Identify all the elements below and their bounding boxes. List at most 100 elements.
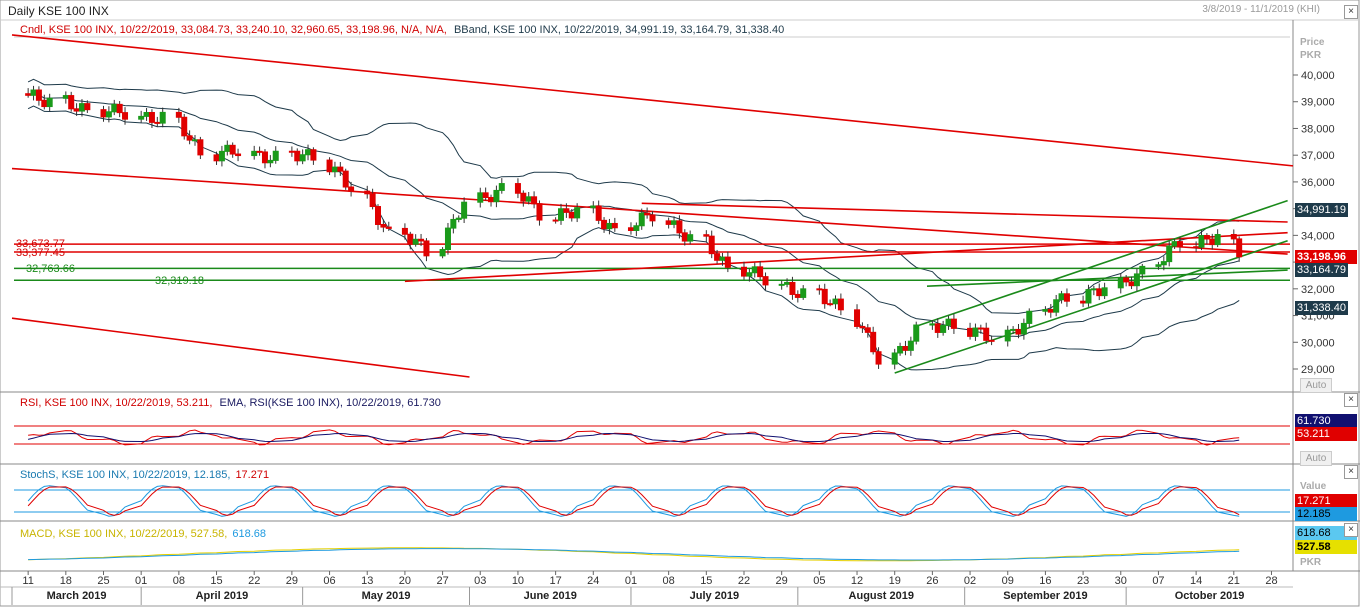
bollinger-bands (27, 78, 1240, 371)
x-tick-label: 08 (173, 575, 185, 587)
candle-body (520, 192, 527, 202)
candle-body (800, 288, 807, 298)
close-icon[interactable]: × (1344, 5, 1358, 19)
x-tick-label: 30 (1115, 575, 1127, 587)
x-tick-label: 26 (926, 575, 938, 587)
candle-body (757, 266, 764, 278)
candle-body (891, 352, 898, 365)
x-tick-label: 13 (361, 575, 373, 587)
x-tick-label: 21 (1228, 575, 1240, 587)
macd-close-icon[interactable]: × (1344, 523, 1358, 537)
candle-body (186, 135, 193, 141)
candle-body (25, 93, 32, 96)
month-label: March 2019 (47, 590, 107, 602)
level-label-4: 32,319.18 (155, 275, 204, 287)
bb-mid-tag: 33,164.79 (1295, 263, 1348, 277)
candle-body (719, 256, 726, 261)
candle-body (380, 223, 387, 228)
rsi-tag: 53.211 (1295, 427, 1357, 441)
candle-body (751, 266, 758, 274)
trendlines (11, 34, 1294, 378)
candle-legend: Cndl, KSE 100 INX, 10/22/2019, 33,084.73… (20, 24, 447, 36)
candle-body (498, 183, 505, 191)
candle-body (305, 149, 312, 156)
candle-body (62, 95, 69, 99)
month-label: September 2019 (1003, 590, 1087, 602)
candle-body (552, 219, 559, 222)
candle-body (595, 205, 602, 221)
candle-body (407, 233, 414, 245)
candle-body (111, 103, 118, 113)
bband-lower (27, 105, 1240, 371)
rsi-close-icon[interactable]: × (1344, 393, 1358, 407)
stoch-unit-label: Value (1300, 481, 1327, 492)
candle-body (1026, 310, 1033, 324)
candle-body (574, 207, 581, 219)
candle-body (907, 340, 914, 351)
rsi-ema (27, 432, 1240, 443)
candle-body (310, 149, 317, 161)
candle-body (1139, 265, 1146, 275)
candle-body (611, 222, 618, 229)
candle-body (945, 318, 952, 326)
x-tick-label: 10 (512, 575, 524, 587)
candle-body (794, 293, 801, 298)
candle-body (902, 345, 909, 351)
x-tick-label: 15 (210, 575, 222, 587)
candle-body (294, 150, 301, 162)
candle-body (326, 159, 333, 173)
candle-body (251, 150, 258, 157)
y-tick-label: 40,000 (1301, 70, 1335, 82)
macd-unit-label: PKR (1300, 557, 1322, 568)
x-tick-label: 01 (135, 575, 147, 587)
candle-body (1058, 293, 1065, 301)
stoch-d (27, 486, 1240, 516)
candle-body (159, 111, 166, 124)
y-tick-label: 29,000 (1301, 364, 1335, 376)
candle-body (854, 309, 861, 327)
candle-body (235, 153, 242, 157)
candle-body (676, 220, 683, 234)
month-label: July 2019 (690, 590, 740, 602)
candle-body (423, 240, 430, 257)
candle-body (116, 103, 123, 114)
candle-body (175, 111, 182, 118)
candles (25, 85, 1243, 370)
candle-body (299, 154, 306, 162)
candle-body (1128, 281, 1135, 287)
candle-body (1203, 234, 1210, 240)
candle-body (837, 298, 844, 311)
candle-body (375, 206, 381, 225)
mid-resistance (11, 167, 1288, 255)
level-label-3: 32,763.66 (26, 263, 75, 275)
candle-body (864, 327, 871, 333)
candle-body (1015, 328, 1022, 335)
candle-body (967, 327, 974, 337)
x-tick-label: 14 (1190, 575, 1202, 587)
price-unit-label: Price PKR (1300, 37, 1325, 61)
macd-plot (28, 547, 1240, 562)
candle-body (213, 154, 220, 162)
bb-upper-tag: 34,991.19 (1295, 203, 1348, 217)
candle-body (493, 189, 500, 203)
candle-body (256, 150, 263, 153)
bb-lower-tag: 31,338.40 (1295, 301, 1348, 315)
candle-body (105, 111, 112, 118)
x-tick-label: 17 (549, 575, 561, 587)
candle-body (778, 283, 785, 286)
price-auto-button[interactable]: Auto (1300, 378, 1332, 393)
y-tick-label: 39,000 (1301, 97, 1335, 109)
candle-body (148, 111, 155, 123)
candle-body (450, 218, 457, 229)
date-axis: 11 18 25 01 08 15 22 29 06 13 20 27 03 10 17 24 01 08 15 22… (0, 571, 1293, 605)
candle-body (977, 327, 984, 330)
candle-body (950, 318, 957, 329)
rsi-auto-button[interactable]: Auto (1300, 451, 1332, 466)
x-tick-label: 28 (1265, 575, 1277, 587)
candle-body (369, 193, 376, 208)
stoch-close-icon[interactable]: × (1344, 465, 1358, 479)
y-tick-label: 37,000 (1301, 150, 1335, 162)
candle-body (46, 97, 53, 108)
candle-body (703, 234, 710, 237)
